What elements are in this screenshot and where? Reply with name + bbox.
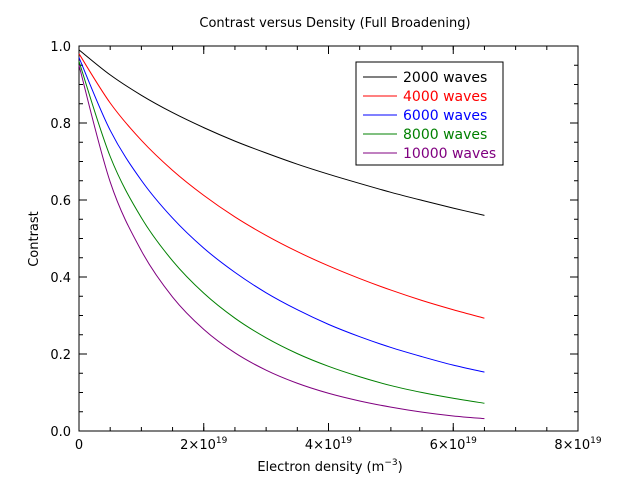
svg-text:Electron density (m−3): Electron density (m−3) <box>257 458 402 475</box>
series-line-4 <box>78 65 485 420</box>
x-axis: 0 2×1019 4×1019 6×1019 8×1019 <box>75 46 602 453</box>
x-axis-title: Electron density (m−3) <box>257 458 402 475</box>
x-tick-label-base: 8×10 <box>554 438 590 453</box>
series-line-0 <box>78 49 485 216</box>
y-tick-label: 0.6 <box>50 194 71 209</box>
x-tick-label-exponent: 19 <box>590 436 602 446</box>
legend: 2000 waves 4000 waves 6000 waves 8000 waves… <box>355 61 504 166</box>
legend-label: 10000 waves <box>403 146 496 162</box>
x-tick-label-base: 6×10 <box>430 438 466 453</box>
x-tick-label-base: 0 <box>75 438 83 453</box>
y-tick-label: 0.2 <box>50 348 71 363</box>
x-axis-title-suffix: ) <box>398 460 403 475</box>
series-line-1 <box>78 53 485 319</box>
y-tick-label: 0.4 <box>50 271 71 286</box>
y-tick-label: 0.8 <box>50 117 71 132</box>
legend-label: 2000 waves <box>403 70 487 86</box>
series-lines <box>78 49 485 420</box>
x-tick-label: 6×1019 <box>430 436 477 453</box>
chart-title: Contrast versus Density (Full Broadening… <box>199 16 470 31</box>
x-tick-label-exponent: 19 <box>216 436 228 446</box>
x-tick-label: 4×1019 <box>305 436 352 453</box>
x-tick-label-base: 4×10 <box>305 438 341 453</box>
legend-box <box>355 61 504 166</box>
x-axis-title-text: Electron density (m <box>257 460 384 475</box>
x-tick-label-base: 2×10 <box>180 438 216 453</box>
series-line-2 <box>78 57 485 373</box>
x-tick-label: 8×1019 <box>554 436 601 453</box>
legend-label: 6000 waves <box>403 108 487 124</box>
legend-label: 8000 waves <box>403 127 487 143</box>
y-tick-label: 1.0 <box>50 40 71 55</box>
y-axis: 0.0 0.2 0.4 0.6 0.8 1.0 <box>50 40 578 440</box>
series-line-3 <box>78 61 485 404</box>
x-tick-label-exponent: 19 <box>465 436 477 446</box>
x-tick-label: 2×1019 <box>180 436 227 453</box>
y-tick-label: 0.0 <box>50 425 71 440</box>
x-tick-label-exponent: 19 <box>341 436 353 446</box>
x-tick-label: 0 <box>75 438 83 453</box>
x-axis-title-exponent: −3 <box>384 458 397 468</box>
legend-label: 4000 waves <box>403 89 487 105</box>
y-axis-title: Contrast <box>27 211 42 267</box>
